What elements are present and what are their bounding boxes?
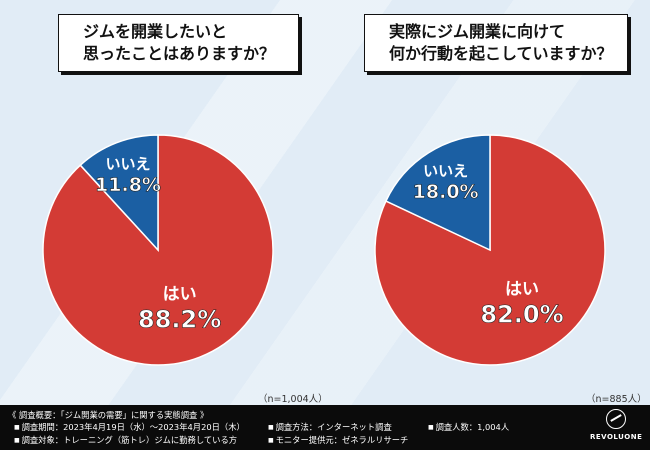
sample-size-left: （n=1,004人）	[258, 394, 328, 405]
survey-provider: モニター提供元：ゼネラルリサーチ	[268, 434, 409, 446]
brand-name: REVOLUONE	[590, 433, 643, 441]
pie-1-label-no: いいえ	[423, 162, 468, 180]
question-left-line-2: 思ったことはありますか？	[83, 44, 276, 63]
pie-1-value-yes: 82.0%	[480, 300, 563, 328]
question-box-left: ジムを開業したいと 思ったことはありますか？	[58, 14, 299, 72]
pie-0-slice-no	[79, 134, 159, 252]
logo-icon	[606, 409, 626, 429]
question-left-line-1: ジムを開業したいと	[83, 22, 228, 41]
survey-title: 《 調査概要：「ジム開業の需要」に関する実態調査 》	[8, 410, 209, 420]
pie-0-value-no: 11.8%	[95, 174, 161, 196]
question-box-right: 実際にジム開業に向けて 何か行動を起こしていますか？	[364, 14, 628, 72]
pie-0-value-yes: 88.2%	[138, 306, 221, 334]
survey-footer: 《 調査概要：「ジム開業の需要」に関する実態調査 》 調査期間：2023年4月1…	[0, 405, 650, 450]
brand-logo: REVOLUONE	[590, 409, 642, 441]
pie-1-slice-no	[384, 134, 491, 252]
pie-0-label-yes: はい	[163, 285, 197, 305]
question-right-line-1: 実際にジム開業に向けて	[389, 22, 566, 41]
survey-method: 調査方法：インターネット調査	[268, 421, 392, 433]
survey-target: 調査対象：トレーニング（筋トレ）ジムに勤務している方	[14, 434, 237, 446]
survey-period: 調査期間：2023年4月19日（水）〜2023年4月20日（木）	[14, 421, 245, 433]
sample-size-right: （n=885人）	[586, 394, 647, 405]
pie-1-label-yes: はい	[505, 279, 539, 299]
pie-1-value-no: 18.0%	[413, 181, 479, 203]
survey-count: 調査人数：1,004人	[428, 421, 510, 433]
pie-0-label-no: いいえ	[105, 155, 150, 173]
question-right-line-2: 何か行動を起こしていますか？	[389, 44, 613, 63]
